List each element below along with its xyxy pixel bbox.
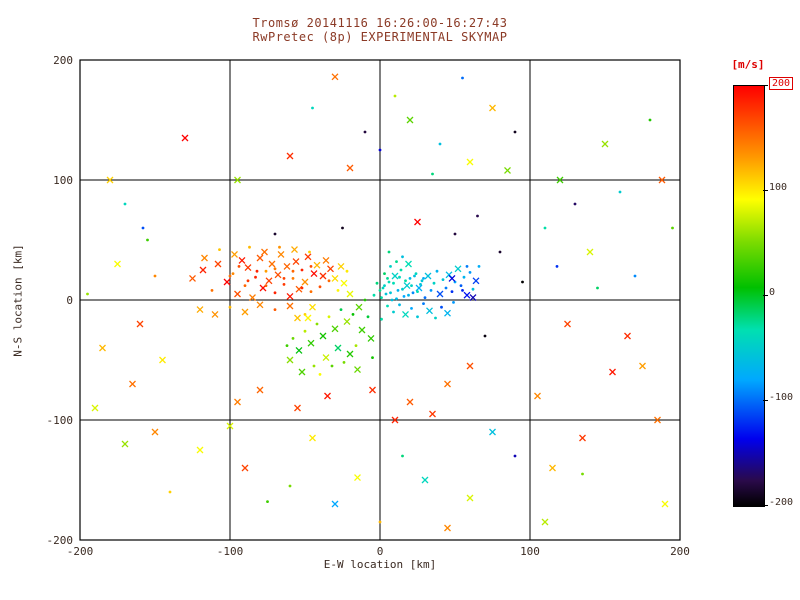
colorbar-tick-label: -100	[769, 392, 794, 403]
colorbar-tick-mark	[763, 295, 768, 296]
colorbar-tick-mark	[763, 190, 768, 191]
colorbar-tick-label: 100	[769, 182, 788, 193]
colorbar-tick-mark	[763, 505, 768, 506]
colorbar-tick-label: 0	[769, 287, 776, 298]
colorbar-units-label: [m/s]	[731, 58, 765, 71]
colorbar-tick-label: -200	[769, 497, 794, 508]
svg-text:0: 0	[377, 545, 384, 558]
svg-text:0: 0	[66, 294, 73, 307]
velocity-colorbar	[733, 85, 765, 507]
x-axis-label: E-W location [km]	[323, 558, 437, 571]
svg-text:200: 200	[53, 54, 73, 67]
svg-text:100: 100	[520, 545, 540, 558]
svg-text:-200: -200	[47, 534, 74, 547]
svg-text:200: 200	[670, 545, 690, 558]
y-axis-label: N-S location [km]	[11, 244, 25, 357]
figure-title-line2: RwPretec (8p) EXPERIMENTAL SKYMAP	[252, 30, 508, 44]
colorbar-tick-label: 200	[769, 77, 794, 90]
colorbar-tick-mark	[763, 400, 768, 401]
svg-text:-100: -100	[217, 545, 244, 558]
svg-text:-100: -100	[47, 414, 74, 427]
svg-text:-200: -200	[67, 545, 94, 558]
svg-text:100: 100	[53, 174, 73, 187]
colorbar-tick-mark	[763, 85, 768, 86]
figure-title-line1: Tromsø 20141116 16:26:00-16:27:43	[252, 16, 508, 30]
